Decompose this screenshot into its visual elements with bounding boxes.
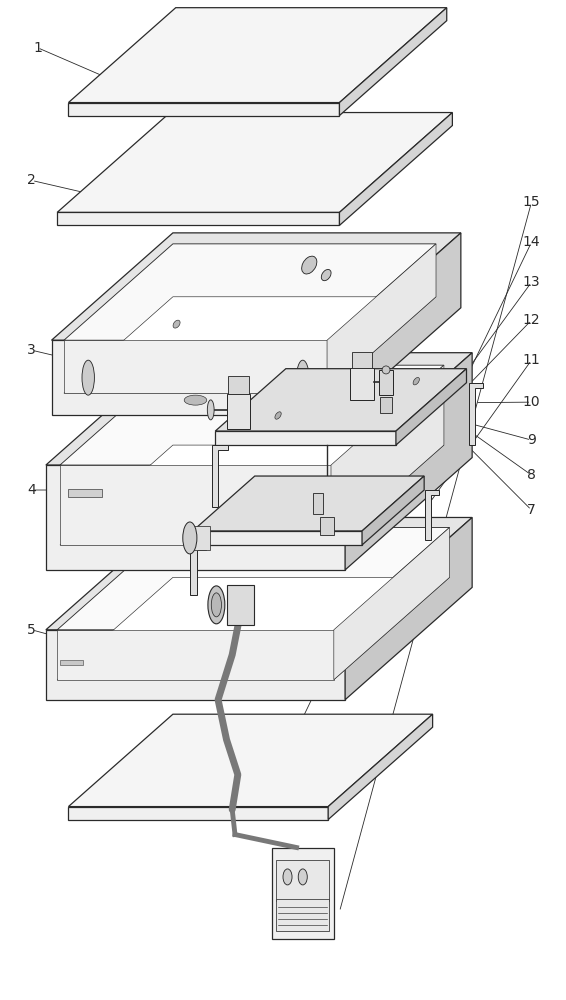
Polygon shape xyxy=(396,369,466,445)
Polygon shape xyxy=(345,353,472,570)
Text: 10: 10 xyxy=(522,395,540,409)
Text: 4: 4 xyxy=(27,483,36,497)
Ellipse shape xyxy=(173,320,180,328)
Ellipse shape xyxy=(183,522,197,554)
Polygon shape xyxy=(60,445,444,545)
FancyBboxPatch shape xyxy=(190,526,209,550)
Polygon shape xyxy=(327,244,436,393)
Text: 14: 14 xyxy=(522,235,540,249)
FancyBboxPatch shape xyxy=(68,489,102,497)
Polygon shape xyxy=(64,340,327,393)
Text: 5: 5 xyxy=(27,623,36,637)
Ellipse shape xyxy=(413,377,419,385)
Polygon shape xyxy=(64,297,436,393)
Polygon shape xyxy=(68,103,340,116)
Polygon shape xyxy=(192,476,424,531)
Polygon shape xyxy=(215,369,466,431)
Text: 6: 6 xyxy=(295,453,305,467)
Text: 2: 2 xyxy=(27,173,36,187)
Ellipse shape xyxy=(208,586,225,624)
FancyBboxPatch shape xyxy=(350,368,374,400)
Text: 12: 12 xyxy=(522,313,540,327)
Polygon shape xyxy=(46,517,472,630)
Ellipse shape xyxy=(283,869,292,885)
Polygon shape xyxy=(52,340,340,415)
Text: 8: 8 xyxy=(527,468,536,482)
Polygon shape xyxy=(46,465,345,570)
Ellipse shape xyxy=(184,395,207,405)
Ellipse shape xyxy=(386,372,393,392)
Polygon shape xyxy=(362,476,424,545)
FancyBboxPatch shape xyxy=(228,376,248,394)
Text: 9: 9 xyxy=(527,433,536,447)
Ellipse shape xyxy=(82,360,95,395)
Polygon shape xyxy=(46,630,345,700)
FancyBboxPatch shape xyxy=(379,370,393,395)
FancyBboxPatch shape xyxy=(276,860,329,901)
Ellipse shape xyxy=(298,869,307,885)
Polygon shape xyxy=(68,714,432,807)
Ellipse shape xyxy=(302,256,317,274)
Polygon shape xyxy=(57,630,334,680)
Ellipse shape xyxy=(382,366,390,374)
Text: 11: 11 xyxy=(522,353,541,367)
FancyBboxPatch shape xyxy=(313,493,323,514)
Polygon shape xyxy=(52,233,461,340)
Polygon shape xyxy=(331,365,444,545)
FancyBboxPatch shape xyxy=(60,660,83,665)
Polygon shape xyxy=(345,517,472,700)
Ellipse shape xyxy=(363,390,369,397)
Ellipse shape xyxy=(211,593,221,617)
Polygon shape xyxy=(57,212,340,225)
Polygon shape xyxy=(340,8,447,116)
Polygon shape xyxy=(57,577,449,680)
FancyBboxPatch shape xyxy=(276,899,329,931)
Polygon shape xyxy=(68,807,328,820)
Polygon shape xyxy=(334,527,449,680)
Ellipse shape xyxy=(275,412,281,419)
Polygon shape xyxy=(212,445,228,507)
Polygon shape xyxy=(469,383,483,445)
Polygon shape xyxy=(340,113,452,225)
Polygon shape xyxy=(328,714,432,820)
Polygon shape xyxy=(190,545,205,595)
Text: 1: 1 xyxy=(33,41,42,55)
Polygon shape xyxy=(60,365,444,465)
Ellipse shape xyxy=(321,269,331,281)
Polygon shape xyxy=(340,233,461,415)
Text: 15: 15 xyxy=(522,195,540,209)
Polygon shape xyxy=(192,531,362,545)
Polygon shape xyxy=(60,465,331,545)
FancyBboxPatch shape xyxy=(226,585,254,625)
FancyBboxPatch shape xyxy=(226,394,250,429)
Polygon shape xyxy=(215,431,396,445)
Ellipse shape xyxy=(297,360,309,395)
Text: 7: 7 xyxy=(527,503,536,517)
Polygon shape xyxy=(425,490,439,540)
Text: 3: 3 xyxy=(27,343,36,357)
Polygon shape xyxy=(64,244,436,340)
Text: 13: 13 xyxy=(522,275,540,289)
FancyBboxPatch shape xyxy=(320,517,333,535)
Polygon shape xyxy=(57,113,452,212)
FancyBboxPatch shape xyxy=(351,352,372,368)
FancyBboxPatch shape xyxy=(380,397,392,413)
Polygon shape xyxy=(57,527,449,630)
Polygon shape xyxy=(46,353,472,465)
Polygon shape xyxy=(68,8,447,103)
Ellipse shape xyxy=(207,400,214,420)
FancyBboxPatch shape xyxy=(272,848,334,939)
